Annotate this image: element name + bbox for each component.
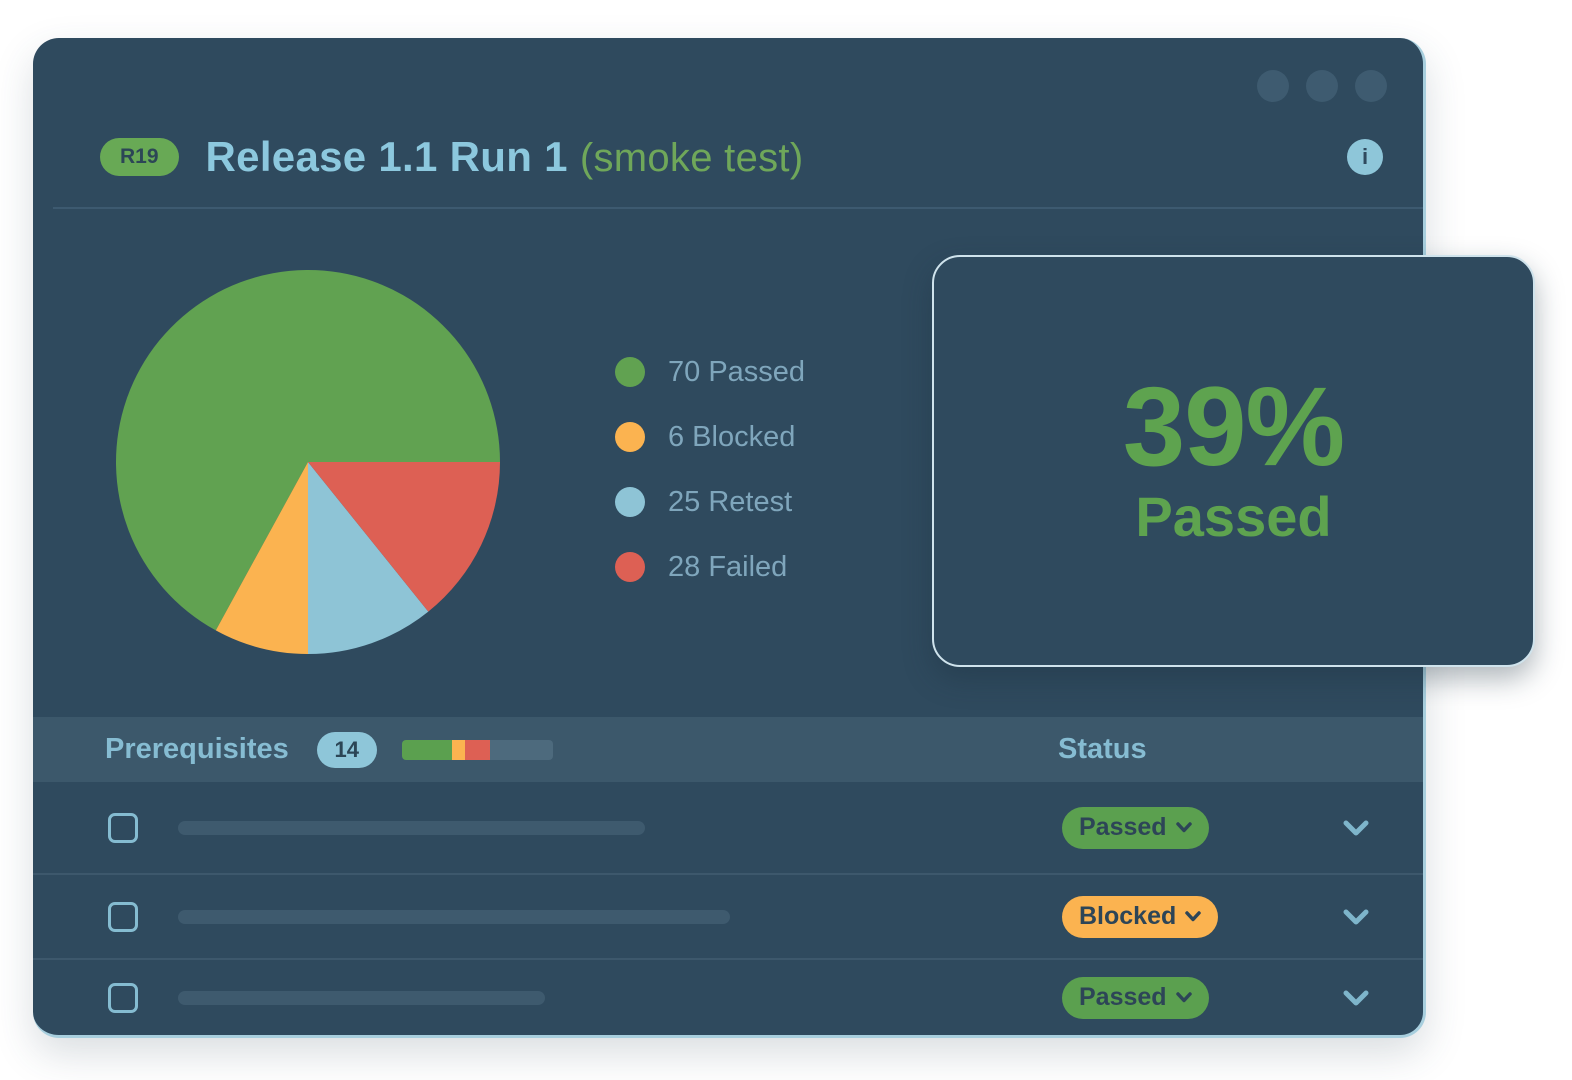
expand-row-chevron-icon[interactable] <box>1343 909 1369 925</box>
prerequisites-count-badge: 14 <box>316 731 377 768</box>
prerequisite-row: Passed <box>33 958 1423 1035</box>
pie-slice-failed <box>308 462 500 612</box>
legend-item-retest: 25 Retest <box>615 485 805 519</box>
expand-row-chevron-icon[interactable] <box>1343 820 1369 836</box>
summary-percent: 39% <box>1122 363 1345 489</box>
window-controls <box>1257 70 1387 102</box>
summary-label: Passed <box>1135 485 1332 549</box>
row-title-placeholder <box>178 909 730 924</box>
status-dropdown[interactable]: Blocked <box>1062 895 1219 938</box>
row-title-placeholder <box>178 990 545 1005</box>
status-dropdown[interactable]: Passed <box>1062 806 1209 849</box>
run-id-badge: R19 <box>100 138 179 176</box>
legend-dot-retest-icon <box>615 487 645 517</box>
row-title-placeholder <box>178 820 645 835</box>
legend-dot-blocked-icon <box>615 422 645 452</box>
pie-slice-passed <box>116 269 500 631</box>
window-control-dot[interactable] <box>1355 70 1387 102</box>
run-subtitle: (smoke test) <box>579 136 804 180</box>
legend-item-failed: 28 Failed <box>615 550 805 584</box>
test-run-window: R19 Release 1.1 Run 1 (smoke test) i 70 P… <box>33 38 1535 1038</box>
prerequisite-row: Passed <box>33 782 1423 873</box>
progress-segment-failed <box>465 739 491 760</box>
progress-segment-blocked <box>451 739 466 760</box>
legend-label: 6 Blocked <box>668 420 796 453</box>
chevron-down-icon <box>1185 911 1202 922</box>
legend-dot-passed-icon <box>615 357 645 387</box>
info-icon: i <box>1361 144 1369 169</box>
legend-label: 25 Retest <box>668 485 793 518</box>
run-header: R19 Release 1.1 Run 1 (smoke test) i <box>100 133 1383 181</box>
row-checkbox[interactable] <box>108 982 138 1013</box>
header-divider <box>53 207 1423 209</box>
prerequisites-header-bar: Prerequisites 14 Status <box>33 717 1423 782</box>
legend-item-blocked: 6 Blocked <box>615 420 805 454</box>
legend-label: 28 Failed <box>668 550 788 583</box>
progress-segment-remaining <box>490 739 553 760</box>
status-column-header: Status <box>1058 733 1147 765</box>
passed-summary-card: 39% Passed <box>932 255 1535 667</box>
row-checkbox[interactable] <box>108 812 138 843</box>
prerequisites-progress-bar <box>401 739 553 760</box>
status-pill-label: Passed <box>1079 983 1167 1011</box>
prerequisites-list: Passed Blocked Passed <box>33 782 1423 1035</box>
progress-segment-passed <box>401 739 452 760</box>
legend-item-passed: 70 Passed <box>615 355 805 389</box>
prerequisite-row: Blocked <box>33 873 1423 958</box>
status-pill-label: Blocked <box>1079 902 1177 930</box>
legend-dot-failed-icon <box>615 552 645 582</box>
prerequisites-label: Prerequisites <box>105 733 289 765</box>
chevron-down-icon <box>1175 822 1192 833</box>
pie-slice-blocked <box>215 462 308 654</box>
status-dropdown[interactable]: Passed <box>1062 976 1209 1019</box>
window-control-dot[interactable] <box>1306 70 1338 102</box>
row-checkbox[interactable] <box>108 901 138 932</box>
run-title-text: Release 1.1 Run 1 <box>205 133 568 180</box>
chevron-down-icon <box>1175 992 1192 1003</box>
page-title: Release 1.1 Run 1 (smoke test) <box>206 133 804 181</box>
status-pill-label: Passed <box>1079 813 1167 841</box>
legend-label: 70 Passed <box>668 355 806 388</box>
window-control-dot[interactable] <box>1257 70 1289 102</box>
expand-row-chevron-icon[interactable] <box>1343 990 1369 1006</box>
info-button[interactable]: i <box>1347 139 1383 175</box>
pie-legend: 70 Passed 6 Blocked 25 Retest 28 Failed <box>615 355 805 584</box>
results-pie-chart <box>116 269 500 654</box>
pie-slice-retest <box>308 462 429 654</box>
